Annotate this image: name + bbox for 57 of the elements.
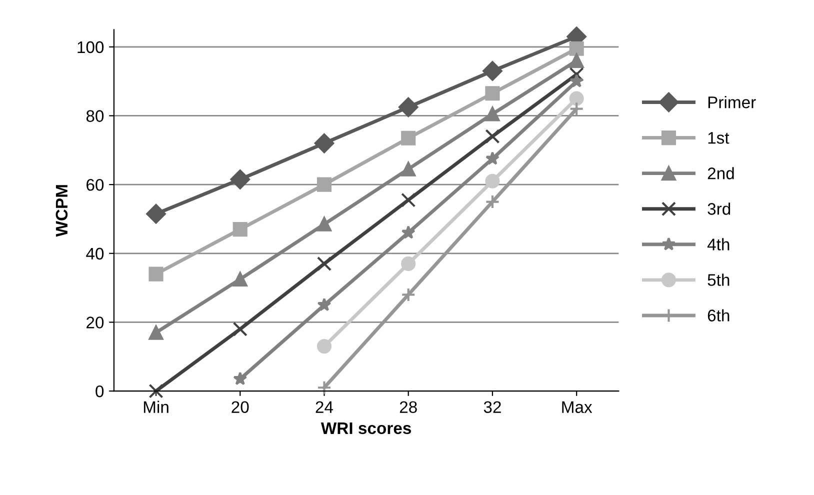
point: [570, 74, 584, 88]
x-tick-label: 32: [484, 401, 501, 414]
point: [146, 204, 166, 224]
point: [148, 266, 164, 282]
y-tick-label: 0: [96, 385, 104, 398]
y-tick-label: 40: [86, 248, 104, 260]
x-tick-label: 20: [232, 401, 249, 414]
point: [485, 151, 500, 165]
x-tick-label: 24: [316, 401, 334, 413]
legend-label: Primer: [708, 96, 756, 108]
point: [485, 106, 500, 122]
point: [401, 192, 416, 208]
x-tick-label: Max: [562, 401, 592, 414]
point: [317, 298, 332, 312]
point: [401, 256, 416, 272]
point: [232, 222, 248, 237]
y-tick-label: 80: [86, 110, 104, 122]
point: [316, 216, 332, 232]
point: [569, 41, 584, 56]
point: [569, 53, 584, 68]
legend-label: 4th: [707, 238, 730, 250]
point: [233, 372, 248, 386]
point: [314, 133, 334, 154]
point: [569, 91, 584, 106]
point: [316, 380, 332, 395]
point: [316, 256, 332, 272]
point: [569, 102, 584, 116]
point: [148, 325, 164, 340]
y-tick-label: 60: [86, 178, 104, 191]
point: [401, 225, 416, 239]
point: [485, 174, 500, 188]
legend-label: 5th: [708, 274, 730, 286]
point: [232, 322, 248, 336]
x-axis-title: WRI scores: [320, 422, 412, 434]
legend-label: 2nd: [708, 167, 734, 180]
point: [485, 86, 500, 101]
point: [482, 61, 502, 81]
legend-label: 6th: [708, 309, 730, 322]
point: [398, 97, 418, 118]
point: [316, 339, 332, 354]
legend-label: 1st: [708, 132, 730, 144]
point: [401, 287, 416, 302]
point: [401, 162, 416, 176]
point: [485, 194, 500, 210]
legend-label: 3rd: [708, 202, 730, 215]
y-tick-label: 20: [86, 316, 104, 328]
point: [485, 129, 500, 144]
point: [232, 272, 248, 286]
y-tick-label: 100: [78, 41, 104, 54]
point: [316, 177, 332, 192]
point: [148, 384, 164, 398]
point: [569, 67, 584, 82]
x-tick-label: 28: [400, 401, 417, 414]
x-tick-label: Min: [144, 400, 168, 413]
point: [401, 130, 416, 146]
point: [230, 170, 250, 190]
y-axis-title: WCPM: [56, 185, 68, 237]
